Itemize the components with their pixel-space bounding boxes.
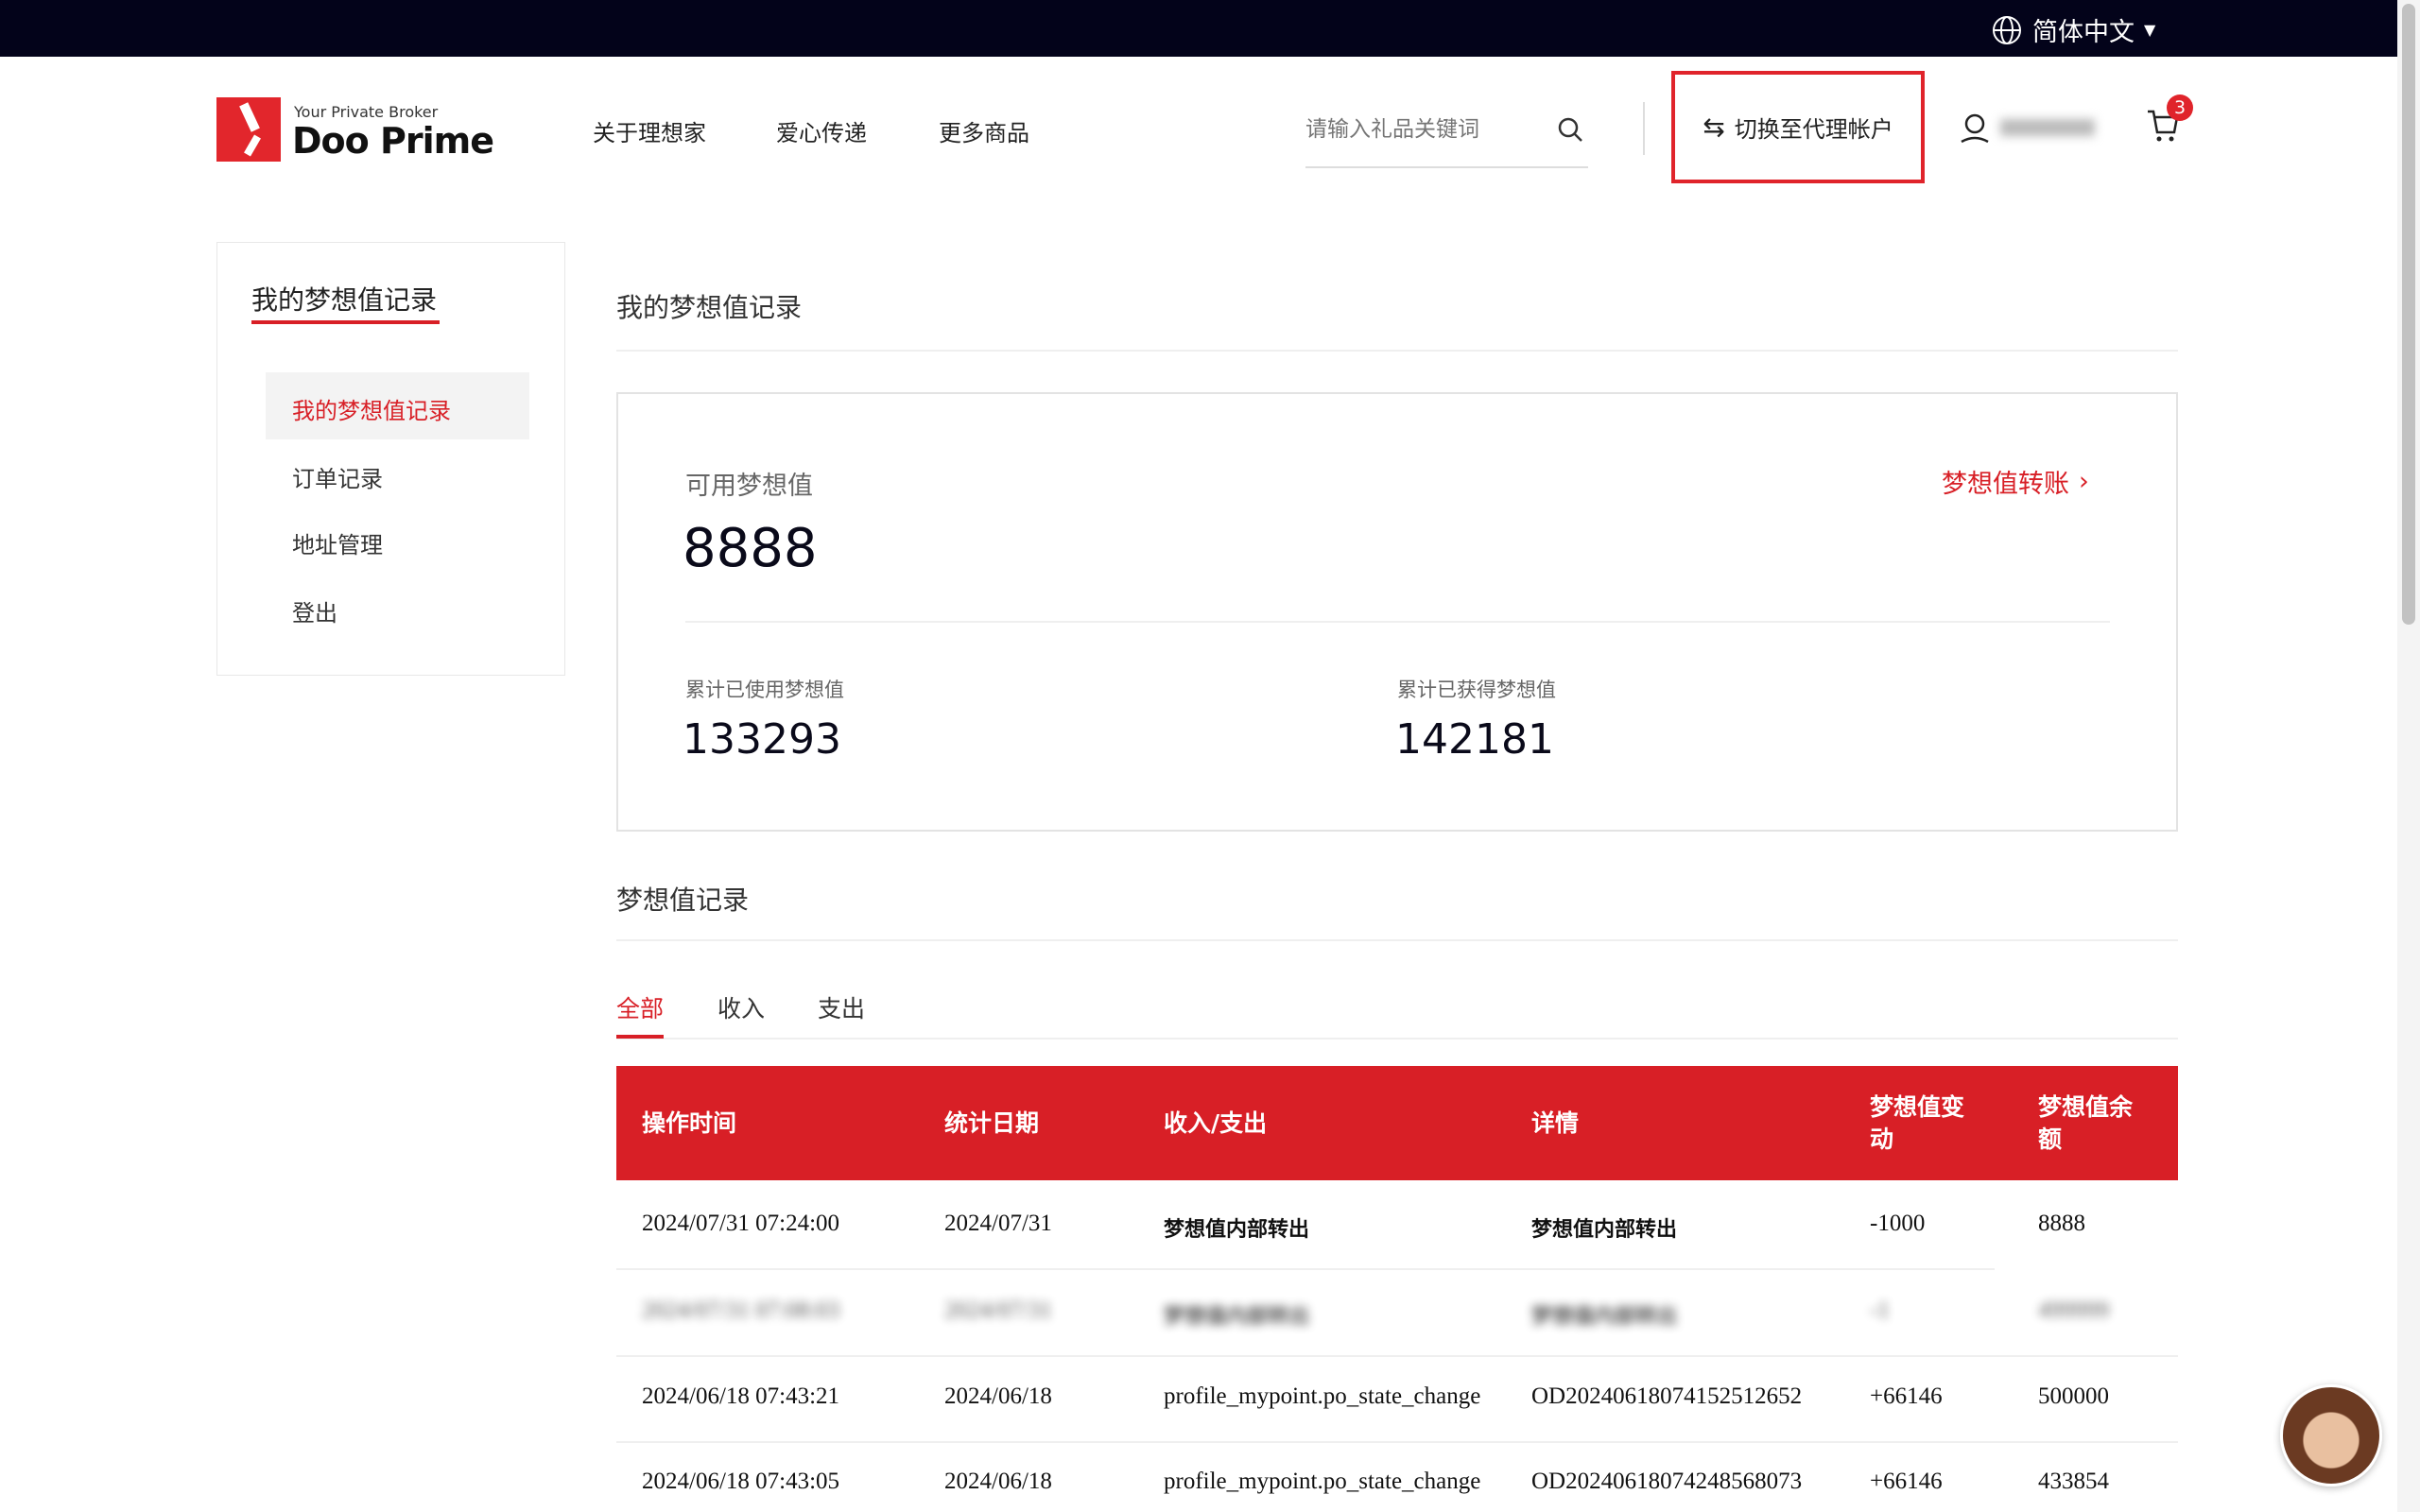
sidebar-title: 我的梦想值记录 bbox=[251, 284, 438, 316]
col-points-balance: 梦想值余额 bbox=[2038, 1093, 2134, 1153]
divider bbox=[616, 350, 2178, 352]
nav-more-products[interactable]: 更多商品 bbox=[939, 120, 1029, 146]
sidebar bbox=[216, 242, 565, 676]
cell-balance: 433854 bbox=[2038, 1469, 2109, 1494]
points-summary-card bbox=[616, 392, 2178, 832]
cell-time: 2024/07/31 07:24:00 bbox=[642, 1211, 840, 1236]
transfer-points-link[interactable]: 梦想值转账 › bbox=[1942, 463, 2089, 500]
support-chat-avatar[interactable] bbox=[2280, 1384, 2382, 1486]
cell-balance: 499999 bbox=[2038, 1297, 2109, 1323]
cell-details: 梦想值内部转出 bbox=[1531, 1305, 1678, 1329]
username-blurred bbox=[2000, 119, 2095, 136]
sidebar-item-active-bg bbox=[266, 372, 529, 439]
transfer-points-label: 梦想值转账 bbox=[1942, 470, 2069, 499]
caret-down-icon: ▼ bbox=[2144, 21, 2156, 39]
cell-time: 2024/07/31 07:08:03 bbox=[642, 1297, 840, 1323]
logo-brand: Doo Prime bbox=[292, 120, 494, 162]
cell-date: 2024/07/31 bbox=[944, 1297, 1052, 1323]
logo[interactable]: Your Private Broker Doo Prime bbox=[216, 97, 494, 163]
cell-change: -1 bbox=[1870, 1297, 1890, 1323]
row-divider bbox=[616, 1441, 2178, 1443]
user-icon bbox=[1961, 113, 1989, 144]
cell-type: 梦想值内部转出 bbox=[1164, 1305, 1310, 1329]
cell-details: OD20240618074152512652 bbox=[1531, 1383, 1803, 1409]
table-header bbox=[616, 1066, 2178, 1180]
cart-badge: 3 bbox=[2167, 94, 2193, 121]
switch-account-label: 切换至代理帐户 bbox=[1734, 116, 1893, 143]
tab-expense[interactable]: 支出 bbox=[818, 995, 866, 1022]
cell-type: 梦想值内部转出 bbox=[1164, 1218, 1310, 1242]
page-title: 我的梦想值记录 bbox=[616, 292, 803, 323]
nav-charity[interactable]: 爱心传递 bbox=[776, 120, 867, 146]
cell-details: 梦想值内部转出 bbox=[1531, 1218, 1678, 1242]
cell-time: 2024/06/18 07:43:21 bbox=[642, 1383, 840, 1409]
cell-details: OD20240618074248568073 bbox=[1531, 1469, 1803, 1494]
col-points-change: 梦想值变动 bbox=[1870, 1093, 1965, 1153]
sidebar-item-orders[interactable]: 订单记录 bbox=[292, 466, 383, 492]
divider bbox=[616, 939, 2178, 941]
top-bar: 简体中文 ▼ bbox=[0, 0, 2397, 57]
sidebar-item-logout[interactable]: 登出 bbox=[292, 600, 337, 627]
cart-button[interactable]: 3 bbox=[2146, 94, 2193, 147]
tabs-divider bbox=[616, 1038, 2178, 1040]
nav-about[interactable]: 关于理想家 bbox=[593, 120, 706, 146]
cell-date: 2024/06/18 bbox=[944, 1469, 1052, 1494]
cell-change: -1000 bbox=[1870, 1211, 1926, 1236]
earned-points-value: 142181 bbox=[1395, 715, 1554, 764]
records-title: 梦想值记录 bbox=[616, 885, 750, 916]
sidebar-title-underline bbox=[251, 320, 440, 324]
col-details: 详情 bbox=[1531, 1109, 1580, 1137]
language-label: 简体中文 bbox=[2032, 18, 2135, 47]
swap-icon: ⇆ bbox=[1703, 112, 1725, 143]
row-divider bbox=[616, 1355, 2178, 1357]
cell-balance: 500000 bbox=[2038, 1383, 2109, 1409]
cell-change: +66146 bbox=[1870, 1383, 1943, 1409]
card-divider bbox=[685, 621, 2110, 623]
active-tab-underline bbox=[616, 1035, 664, 1039]
earned-points-label: 累计已获得梦想值 bbox=[1397, 679, 1556, 701]
scrollbar[interactable] bbox=[2397, 0, 2420, 1512]
cell-time: 2024/06/18 07:43:05 bbox=[642, 1469, 840, 1494]
used-points-value: 133293 bbox=[683, 715, 841, 764]
language-selector[interactable]: 简体中文 ▼ bbox=[1991, 11, 2155, 48]
cell-change: +66146 bbox=[1870, 1469, 1943, 1494]
cell-date: 2024/06/18 bbox=[944, 1383, 1052, 1409]
search-box[interactable] bbox=[1305, 106, 1588, 168]
globe-icon bbox=[1993, 15, 2021, 44]
user-menu[interactable] bbox=[1959, 112, 2095, 144]
tab-income[interactable]: 收入 bbox=[717, 995, 766, 1022]
col-operation-time: 操作时间 bbox=[642, 1109, 737, 1137]
logo-tagline: Your Private Broker bbox=[294, 103, 439, 121]
col-stat-date: 统计日期 bbox=[944, 1109, 1040, 1137]
sidebar-item-address[interactable]: 地址管理 bbox=[292, 532, 383, 558]
cell-type: profile_mypoint.po_state_change bbox=[1164, 1383, 1481, 1409]
tab-all[interactable]: 全部 bbox=[616, 995, 665, 1022]
scrollbar-thumb[interactable] bbox=[2402, 4, 2415, 625]
cell-date: 2024/07/31 bbox=[944, 1211, 1052, 1236]
available-points-label: 可用梦想值 bbox=[685, 472, 813, 501]
header-divider bbox=[1643, 102, 1645, 155]
cell-balance: 8888 bbox=[2038, 1211, 2085, 1236]
used-points-label: 累计已使用梦想值 bbox=[685, 679, 844, 701]
col-type: 收入/支出 bbox=[1164, 1109, 1268, 1137]
chevron-right-icon: › bbox=[2079, 467, 2089, 496]
search-input[interactable] bbox=[1305, 106, 1532, 153]
logo-mark bbox=[216, 97, 281, 162]
row-divider bbox=[616, 1268, 1995, 1270]
cell-type: profile_mypoint.po_state_change bbox=[1164, 1469, 1481, 1494]
sidebar-item-dream-points[interactable]: 我的梦想值记录 bbox=[292, 398, 451, 424]
switch-account-button[interactable]: ⇆ 切换至代理帐户 bbox=[1671, 71, 1925, 183]
available-points-value: 8888 bbox=[683, 518, 818, 579]
search-icon[interactable] bbox=[1556, 115, 1584, 144]
